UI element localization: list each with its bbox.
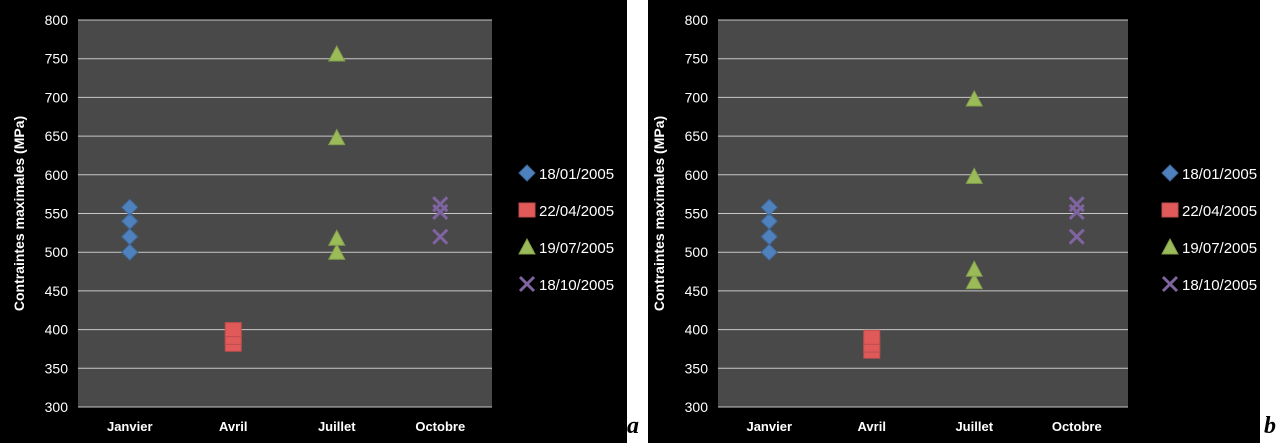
x-tick-label: Octobre	[1052, 419, 1102, 434]
panel-label-a: a	[627, 413, 639, 439]
legend-marker-square	[518, 202, 536, 218]
data-point-triangle	[327, 229, 346, 246]
x-tick-label: Janvier	[746, 419, 792, 434]
data-point-diamond	[121, 228, 139, 246]
legend-entry-label: 19/07/2005	[539, 240, 614, 257]
data-point-triangle	[965, 272, 984, 290]
data-point-triangle	[327, 44, 346, 62]
y-tick-label: 300	[45, 399, 69, 415]
data-point-square	[224, 322, 242, 338]
legend-entry-label: 22/04/2005	[1182, 203, 1257, 220]
y-tick-label: 650	[45, 128, 69, 144]
data-point-triangle	[965, 260, 984, 277]
y-tick-label: 800	[685, 12, 709, 28]
chart-panel-b: 300 350 400 450 500 550 600 650 700 750 800 Janvier…	[648, 0, 1260, 443]
legend-entry-label: 18/10/2005	[539, 277, 614, 294]
y-tick-label: 500	[45, 244, 69, 260]
y-tick-label: 400	[685, 322, 709, 338]
x-tick-label: Juillet	[318, 419, 356, 434]
data-point-x	[432, 228, 449, 245]
y-tick-label: 550	[685, 206, 709, 222]
y-tick-label: 500	[685, 244, 709, 260]
y-tick-label: 550	[45, 206, 69, 222]
x-tick-label: Janvier	[107, 419, 153, 434]
data-point-diamond	[121, 243, 139, 261]
y-tick-label: 350	[685, 360, 709, 376]
legend-entry-label: 19/07/2005	[1182, 240, 1257, 257]
legend-marker-x	[1161, 275, 1179, 293]
data-point-x	[1068, 196, 1085, 213]
panel-label-b: b	[1264, 413, 1276, 439]
legend-entry-label: 22/04/2005	[539, 203, 614, 220]
chart-a-svg: 300 350 400 450 500 550 600 650 700 750 800 Janvier…	[11, 12, 614, 434]
y-tick-label: 600	[685, 167, 709, 183]
chart-panel-a: 300 350 400 450 500 550 600 650 700 750 800 Janvier…	[0, 0, 627, 443]
data-point-square	[863, 329, 881, 345]
data-point-diamond	[760, 212, 778, 230]
y-axis-label: Contraintes maximales (MPa)	[11, 116, 27, 311]
y-tick-label: 800	[45, 12, 69, 28]
y-tick-label: 300	[685, 399, 709, 415]
data-point-diamond	[760, 243, 778, 261]
legend-entry-label: 18/01/2005	[1182, 166, 1257, 183]
legend-marker-square	[1161, 202, 1179, 218]
y-tick-label: 650	[685, 128, 709, 144]
data-point-x	[1068, 228, 1085, 245]
data-point-x	[432, 196, 449, 213]
legend-marker-triangle	[518, 237, 536, 255]
y-tick-label: 600	[45, 167, 69, 183]
data-point-triangle	[965, 167, 984, 184]
y-tick-label: 700	[45, 89, 69, 105]
legend-entry-label: 18/01/2005	[539, 166, 614, 183]
legend-marker-x	[518, 275, 536, 293]
legend-marker-diamond	[1161, 164, 1179, 182]
y-axis-label: Contraintes maximales (MPa)	[651, 116, 667, 311]
data-point-diamond	[760, 228, 778, 246]
legend-entry-label: 18/10/2005	[1182, 277, 1257, 294]
y-tick-label: 350	[45, 360, 69, 376]
x-tick-label: Avril	[219, 419, 247, 434]
data-point-triangle	[965, 89, 984, 107]
y-tick-label: 400	[45, 322, 69, 338]
legend-marker-triangle	[1161, 237, 1179, 255]
chart-b-svg: 300 350 400 450 500 550 600 650 700 750 800 Janvier…	[651, 12, 1257, 434]
data-point-triangle	[327, 243, 346, 260]
data-point-diamond	[121, 198, 139, 217]
legend-marker-diamond	[518, 164, 536, 182]
y-tick-label: 700	[685, 89, 709, 105]
y-tick-label: 750	[685, 51, 709, 67]
data-point-triangle	[327, 128, 346, 146]
y-tick-label: 450	[45, 283, 69, 299]
data-point-diamond	[121, 212, 139, 230]
y-tick-label: 750	[45, 51, 69, 67]
x-tick-label: Avril	[858, 419, 886, 434]
y-tick-label: 450	[685, 283, 709, 299]
x-tick-label: Octobre	[415, 419, 465, 434]
data-point-diamond	[760, 198, 778, 217]
x-tick-label: Juillet	[955, 419, 993, 434]
